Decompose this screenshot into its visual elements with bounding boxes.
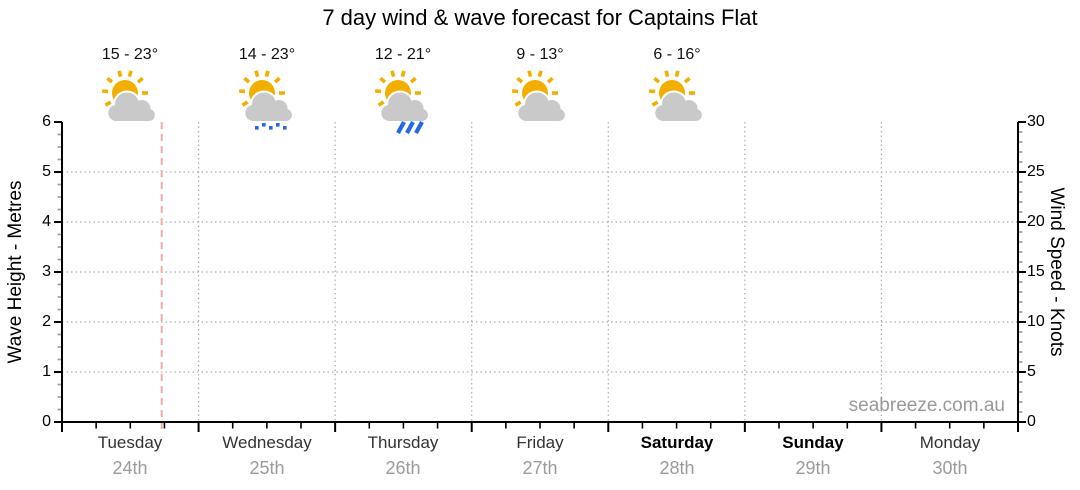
day-label-saturday: Saturday	[640, 433, 714, 452]
wind-tick-25: 25	[1027, 163, 1045, 180]
wave-tick-2: 2	[42, 313, 51, 330]
rain-icon	[371, 70, 435, 134]
wind-tick-0: 0	[1027, 413, 1036, 430]
wave-tick-1: 1	[42, 363, 51, 380]
watermark: seabreeze.com.au	[848, 395, 1005, 416]
wave-tick-6: 6	[42, 113, 51, 130]
day-label-thursday: Thursday	[367, 433, 439, 452]
date-label-29th: 29th	[795, 458, 831, 478]
day-label-sunday: Sunday	[782, 433, 844, 452]
axis-major-ticks	[54, 121, 1026, 432]
axis-lines	[61, 122, 1019, 423]
wind-tick-20: 20	[1027, 213, 1045, 230]
day-label-monday: Monday	[919, 433, 981, 452]
partly-cloudy-icon	[98, 70, 162, 134]
temp-range-tuesday: 15 - 23°	[101, 46, 159, 63]
date-label-27th: 27th	[522, 458, 558, 478]
axis-minor-ticks	[57, 131, 1023, 429]
wind-tick-30: 30	[1027, 113, 1045, 130]
date-label-26th: 26th	[385, 458, 421, 478]
date-label-25th: 25th	[249, 458, 285, 478]
wind-tick-15: 15	[1027, 263, 1045, 280]
left-axis-title: Wave Height - Metres	[5, 180, 26, 364]
wave-tick-3: 3	[42, 263, 51, 280]
day-label-friday: Friday	[516, 433, 564, 452]
temp-range-thursday: 12 - 21°	[374, 46, 432, 63]
day-label-tuesday: Tuesday	[97, 433, 163, 452]
showers-icon	[235, 70, 299, 134]
wind-tick-5: 5	[1027, 363, 1036, 380]
wave-tick-4: 4	[42, 213, 51, 230]
temp-range-friday: 9 - 13°	[516, 46, 564, 63]
date-label-24th: 24th	[112, 458, 148, 478]
date-label-30th: 30th	[932, 458, 968, 478]
wind-tick-10: 10	[1027, 313, 1045, 330]
grid-lines	[62, 122, 1018, 422]
day-label-wednesday: Wednesday	[222, 433, 312, 452]
partly-cloudy-icon	[508, 70, 572, 134]
chart-title: 7 day wind & wave forecast for Captains …	[322, 5, 758, 30]
wave-tick-5: 5	[42, 163, 51, 180]
date-label-28th: 28th	[659, 458, 695, 478]
right-axis-title: Wind Speed - Knots	[1046, 187, 1067, 357]
partly-cloudy-icon	[645, 70, 709, 134]
temp-range-saturday: 6 - 16°	[653, 46, 701, 63]
wave-tick-0: 0	[42, 413, 51, 430]
temp-range-wednesday: 14 - 23°	[238, 46, 296, 63]
